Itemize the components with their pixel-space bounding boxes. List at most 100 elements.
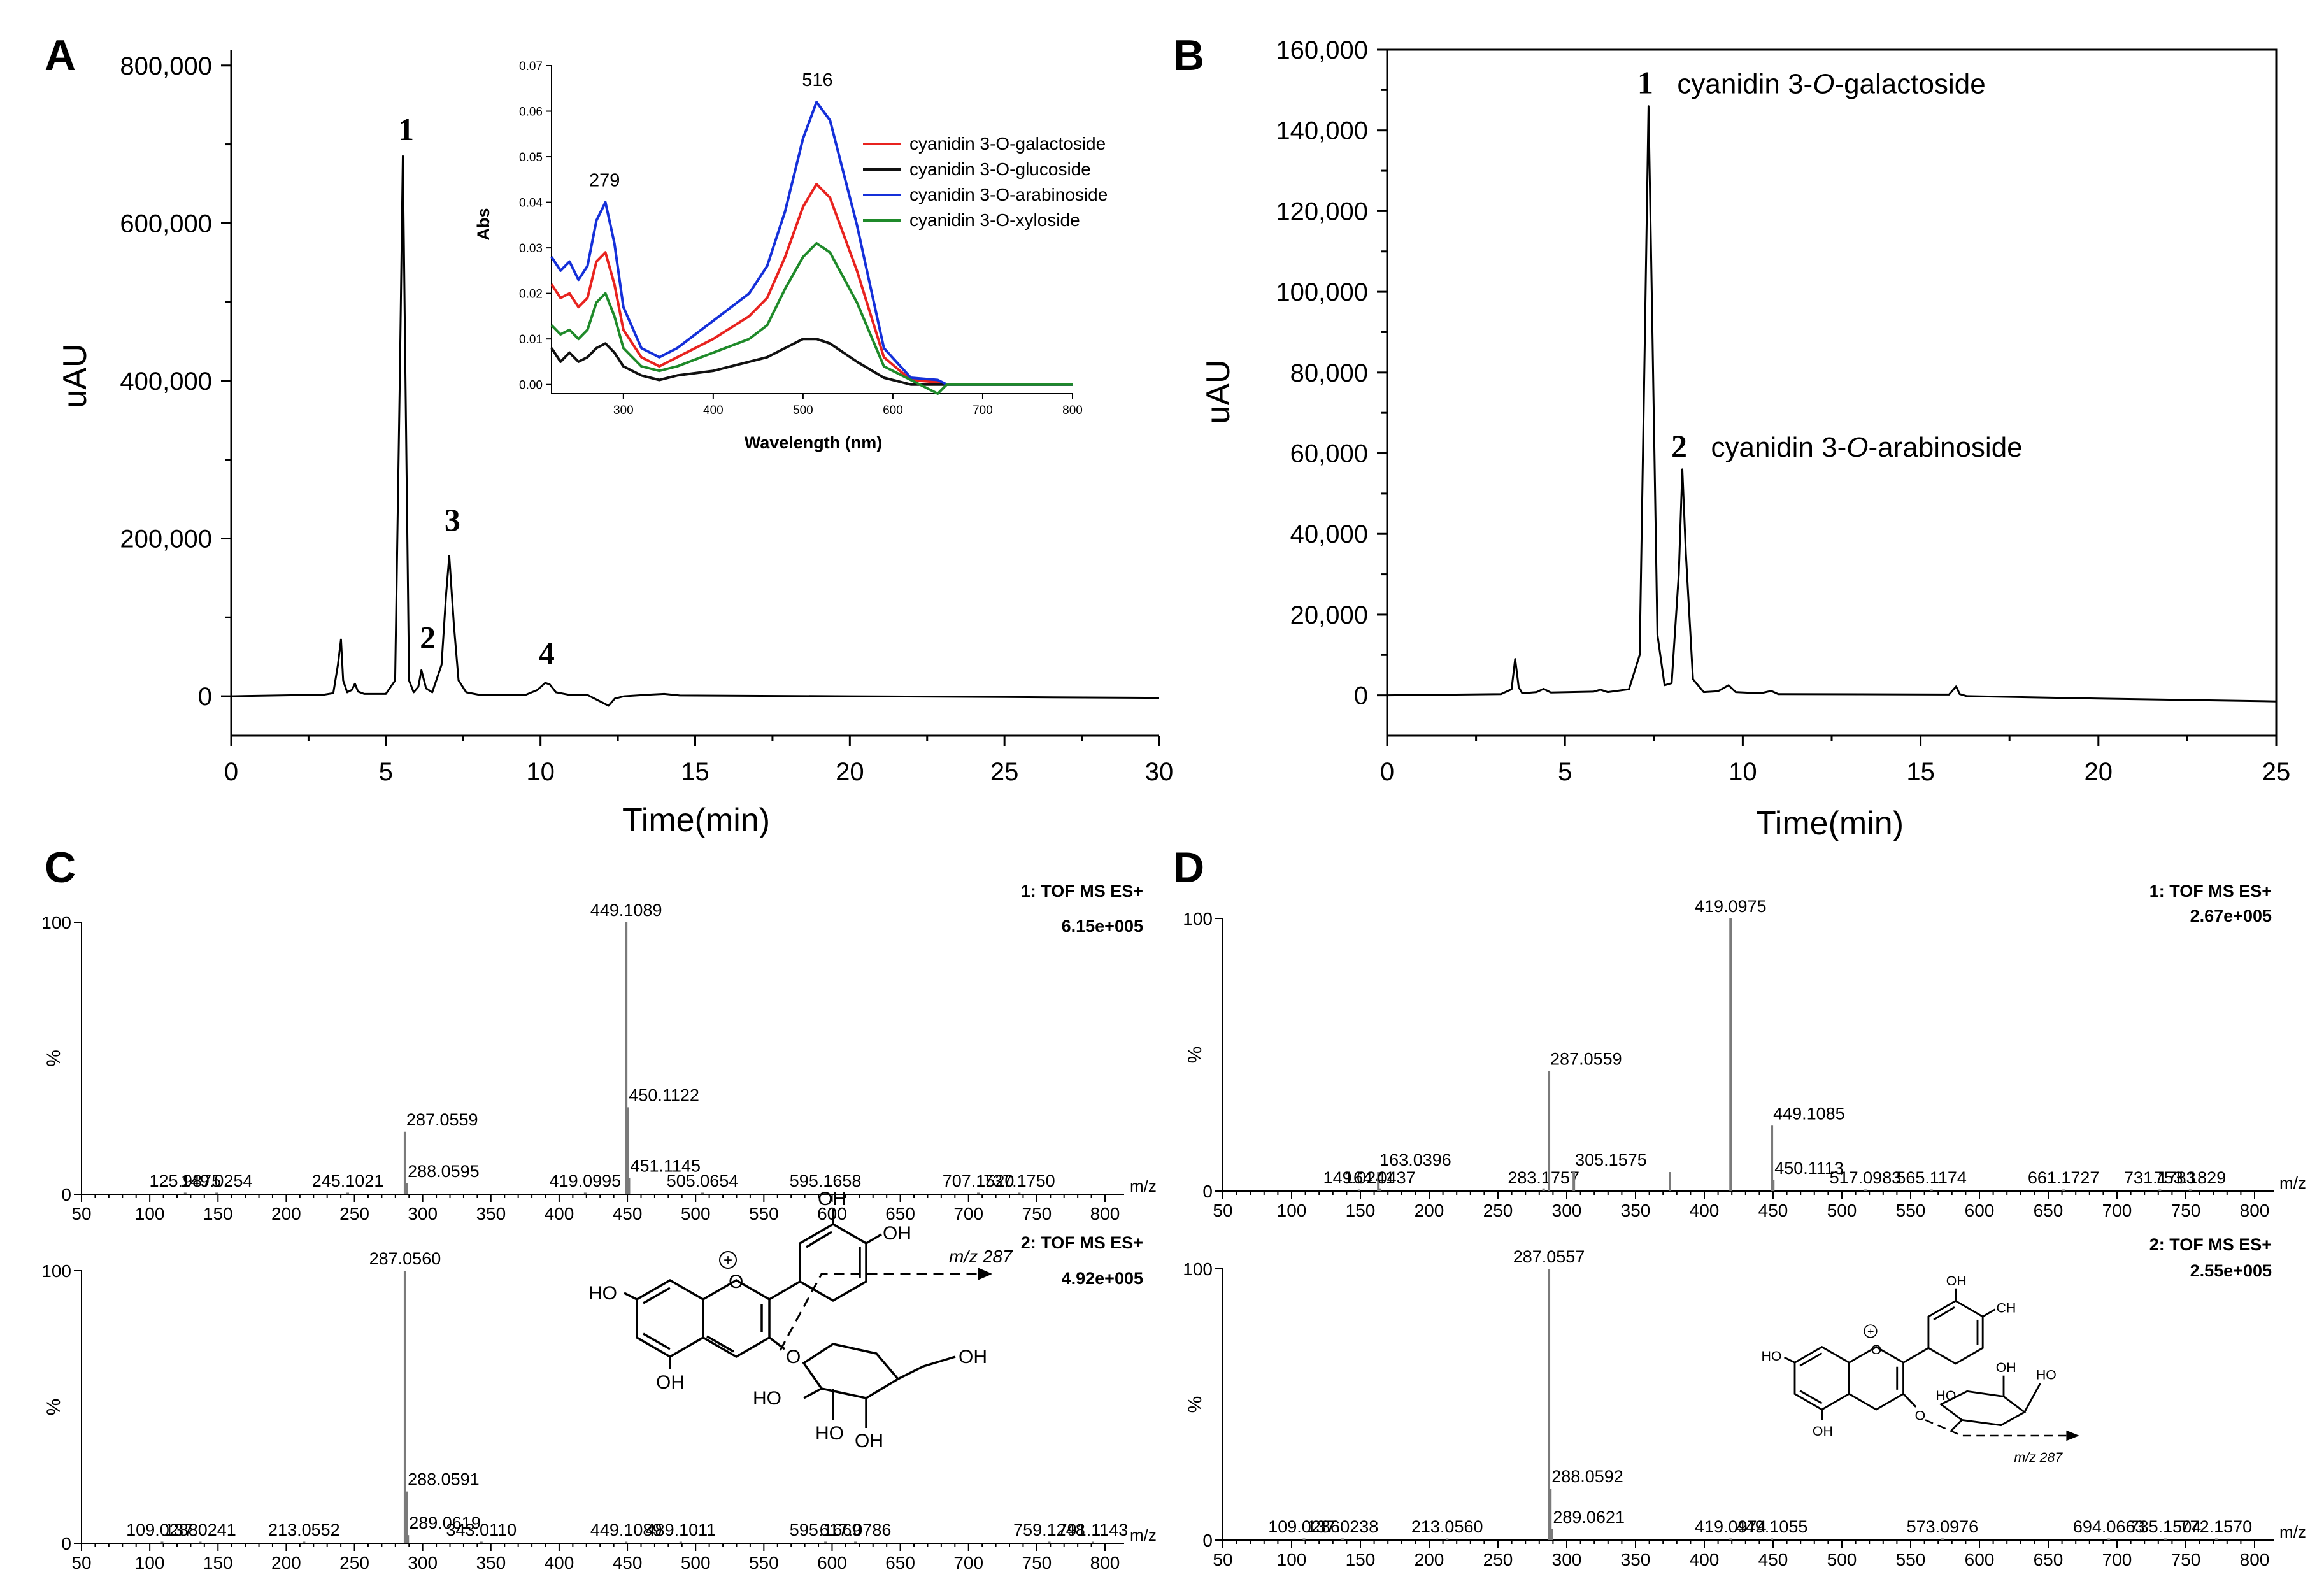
panel-d-spectrum-2-peak-label: 137.0238 [1307,1517,1379,1536]
panel-c-spectrum-2-peak-label: 595.1669 [790,1520,862,1539]
panel-b-x-tick-label: 15 [1906,758,1935,786]
panel-b-y-tick-label: 160,000 [1276,36,1368,64]
panel-a-y-tick-label: 400,000 [120,368,212,396]
panel-c-spectrum-1-x-tick-label: 300 [408,1204,438,1224]
panel-c-spectrum-1-peak-label: 449.1089 [590,901,662,920]
inset-y-tick-label: 0.01 [519,333,543,346]
panel-d-spectrum-2-peak-label: 573.0976 [1907,1517,1979,1536]
panel-d-spectrum-1-x-tick-label: 500 [1827,1201,1857,1220]
panel-d-spectrum-2-peak-label: 289.0621 [1553,1508,1625,1527]
panel-d-spectrum-2: 100 0% 50 100 150 200 250 300 350 400 450 500 550 600… [1183,1247,2306,1569]
panel-c-spectrum-1-x-tick-label: 700 [953,1204,983,1224]
inset-legend-label-1: cyanidin 3-O-galactoside [909,134,1106,154]
panel-d-spectrum-2-x-tick-label: 450 [1758,1550,1788,1569]
panel-label-b: B [1173,31,1204,80]
panel-d-spectrum-1-x-tick-label: 600 [1965,1201,1995,1220]
panel-c-spectrum-1-x-tick-label: 50 [71,1204,91,1224]
molecule-d-label-o-ring: O [1871,1342,1882,1357]
panel-a-inset-chart: 300 400 500 600 700 800 0.00 0.01 0.02 0.03 0.04 0.… [474,60,1108,452]
molecule-d-label-o-glyco: O [1915,1408,1926,1423]
molecule-c-label-ho-2: HO [753,1388,781,1409]
panel-d-spectrum-2-peak-label: 735.1504 [2130,1517,2202,1536]
panel-c-spectrum-2-peak-label: 288.0591 [408,1470,480,1489]
panel-d-spectrum-2-x-tick-label: 550 [1896,1550,1926,1569]
panel-d-spectrum-1-x-tick-label: 700 [2102,1201,2132,1220]
molecule-d-label-oh-3: OH [1996,1360,2016,1375]
molecule-c-label-oh-3: OH [656,1372,685,1393]
panel-c-spectrum-2-x-tick-label: 400 [545,1553,574,1573]
panel-d-spectrum-1-x-tick-label: 350 [1621,1201,1651,1220]
panel-c-spectrum-1-peak-label: 451.1145 [630,1156,701,1175]
inset-y-tick-label: 0.06 [519,106,543,119]
panel-d-molecule-structure: OH CH HO O + O OH HO OH HO m/z 287 [1762,1273,2079,1465]
panel-b-x-tick-label: 10 [1729,758,1757,786]
panel-d-spectrum-2-intensity: 2.55e+005 [2190,1261,2272,1280]
inset-y-tick-label: 0.05 [519,151,543,164]
panel-c-spectrum-2-x-tick-label: 650 [885,1553,915,1573]
panel-d-spectrum-2-x-tick-label: 400 [1690,1550,1720,1569]
panel-d-spectrum-2-x-tick-label: 500 [1827,1550,1857,1569]
panel-c-spectrum-1-x-tick-label: 100 [135,1204,165,1224]
molecule-c-label-oh-2: OH [883,1223,911,1244]
panel-a-peak-label-4: 4 [539,635,555,671]
panel-c-spectrum-2-x-tick-label: 350 [476,1553,506,1573]
inset-y-tick-label: 0.03 [519,242,543,255]
panel-c-spectrum-1-peak-label: 125.9875 [150,1171,222,1190]
panel-c-spectrum-1-peak-label: 505.0654 [667,1171,739,1190]
panel-c-spectrum-1-peak-label: 287.0559 [406,1110,478,1129]
inset-series-lines [550,101,1073,395]
panel-d-spectrum-1-peak-label: 164.0437 [1344,1168,1416,1187]
panel-c-spectrum-2-x-tick-label: 600 [817,1553,847,1573]
panel-d-spectrum-1-x-tick-label: 250 [1483,1201,1513,1220]
inset-legend: cyanidin 3-O-galactoside cyanidin 3-O-glu… [863,134,1108,230]
panel-c-spectrum-1-y-tick-label-bottom: 0 [61,1185,71,1204]
inset-legend-label-3: cyanidin 3-O-arabinoside [909,185,1108,204]
panel-d-spectrum-1-x-tick-label: 150 [1346,1201,1376,1220]
panel-c-spectrum-1-x-tick-label: 750 [1022,1204,1052,1224]
panel-d-spectrum-1-x-tick-label: 100 [1277,1201,1307,1220]
panel-c-spectrum-1-title: 1: TOF MS ES+ [1021,882,1143,901]
panel-c-spectrum-2-x-tick-label: 750 [1022,1553,1052,1573]
molecule-c-label-oh-5: OH [959,1347,987,1368]
panel-b-chart: 0 5 10 15 20 25 0 20,000 40,000 60,000 80,000 100,0… [1200,36,2290,842]
panel-a-x-tick-label: 5 [379,758,393,786]
molecule-c-label-oh-1: OH [818,1189,846,1210]
panel-b-peak-number-1: 1 [1637,65,1653,101]
panel-d-spectrum-2-x-tick-label: 800 [2240,1550,2270,1569]
panel-c-spectrum-2-x-tick-label: 450 [613,1553,643,1573]
panel-b-frame [1386,48,2278,737]
panel-a-x-axis-label: Time(min) [622,802,770,839]
molecule-d-label-oh-2: OH [1813,1424,1833,1439]
panel-d-spectrum-1-title: 1: TOF MS ES+ [2149,882,2272,901]
panel-c-spectrum-2: 100 0% 50 100 150 200 250 300 350 400 450 500 550 600… [41,1249,1157,1573]
panel-label-d: D [1173,843,1204,892]
panel-d-spectrum-1-x-tick-label: 750 [2171,1201,2201,1220]
panel-d-spectrum-1-x-tick-label: 450 [1758,1201,1788,1220]
panel-label-c: C [45,843,76,892]
panel-c-spectrum-2-peak-label: 489.1011 [646,1520,716,1539]
panel-c-spectrum-2-peak-label: 791.1143 [1058,1520,1129,1539]
panel-c-spectrum-1-x-tick-label: 500 [681,1204,711,1224]
inset-series-line-3 [550,101,1073,386]
panel-b-x-tick-label: 20 [2085,758,2113,786]
panel-c-spectrum-1-peak-label: 149.0254 [181,1171,253,1190]
panel-b-y-tick-label: 60,000 [1290,440,1368,468]
panel-b-y-tick-label: 100,000 [1276,278,1368,306]
panel-b-y-tick-label: 40,000 [1290,520,1368,548]
molecule-d-label-ho-3: HO [2036,1367,2057,1382]
panel-d-spectrum-2-peak-label: 419.0974 [1695,1517,1767,1536]
panel-a-peak-labels: 1 2 3 4 [398,111,555,671]
inset-annotations: 279 516 [589,70,833,190]
panel-a-y-tick-label: 0 [198,683,212,711]
panel-a-chromatogram-line [231,155,1160,707]
panel-c-spectrum-1-x-tick-label: 650 [885,1204,915,1224]
panel-a-x-tick-label: 30 [1145,758,1174,786]
panel-c-spectrum-1-x-tick-label: 250 [339,1204,369,1224]
panel-d-spectrum-1-x-tick-label: 650 [2034,1201,2064,1220]
panel-d-spectrum-1-peak-label: 287.0559 [1550,1050,1622,1069]
panel-c-spectrum-2-y-tick-label-bottom: 0 [61,1534,71,1554]
panel-d-spectrum-2-x-tick-label: 650 [2034,1550,2064,1569]
panel-d-spectrum-2-x-tick-label: 50 [1213,1550,1232,1569]
panel-d-spectrum-2-peak-label: 288.0592 [1551,1467,1623,1486]
